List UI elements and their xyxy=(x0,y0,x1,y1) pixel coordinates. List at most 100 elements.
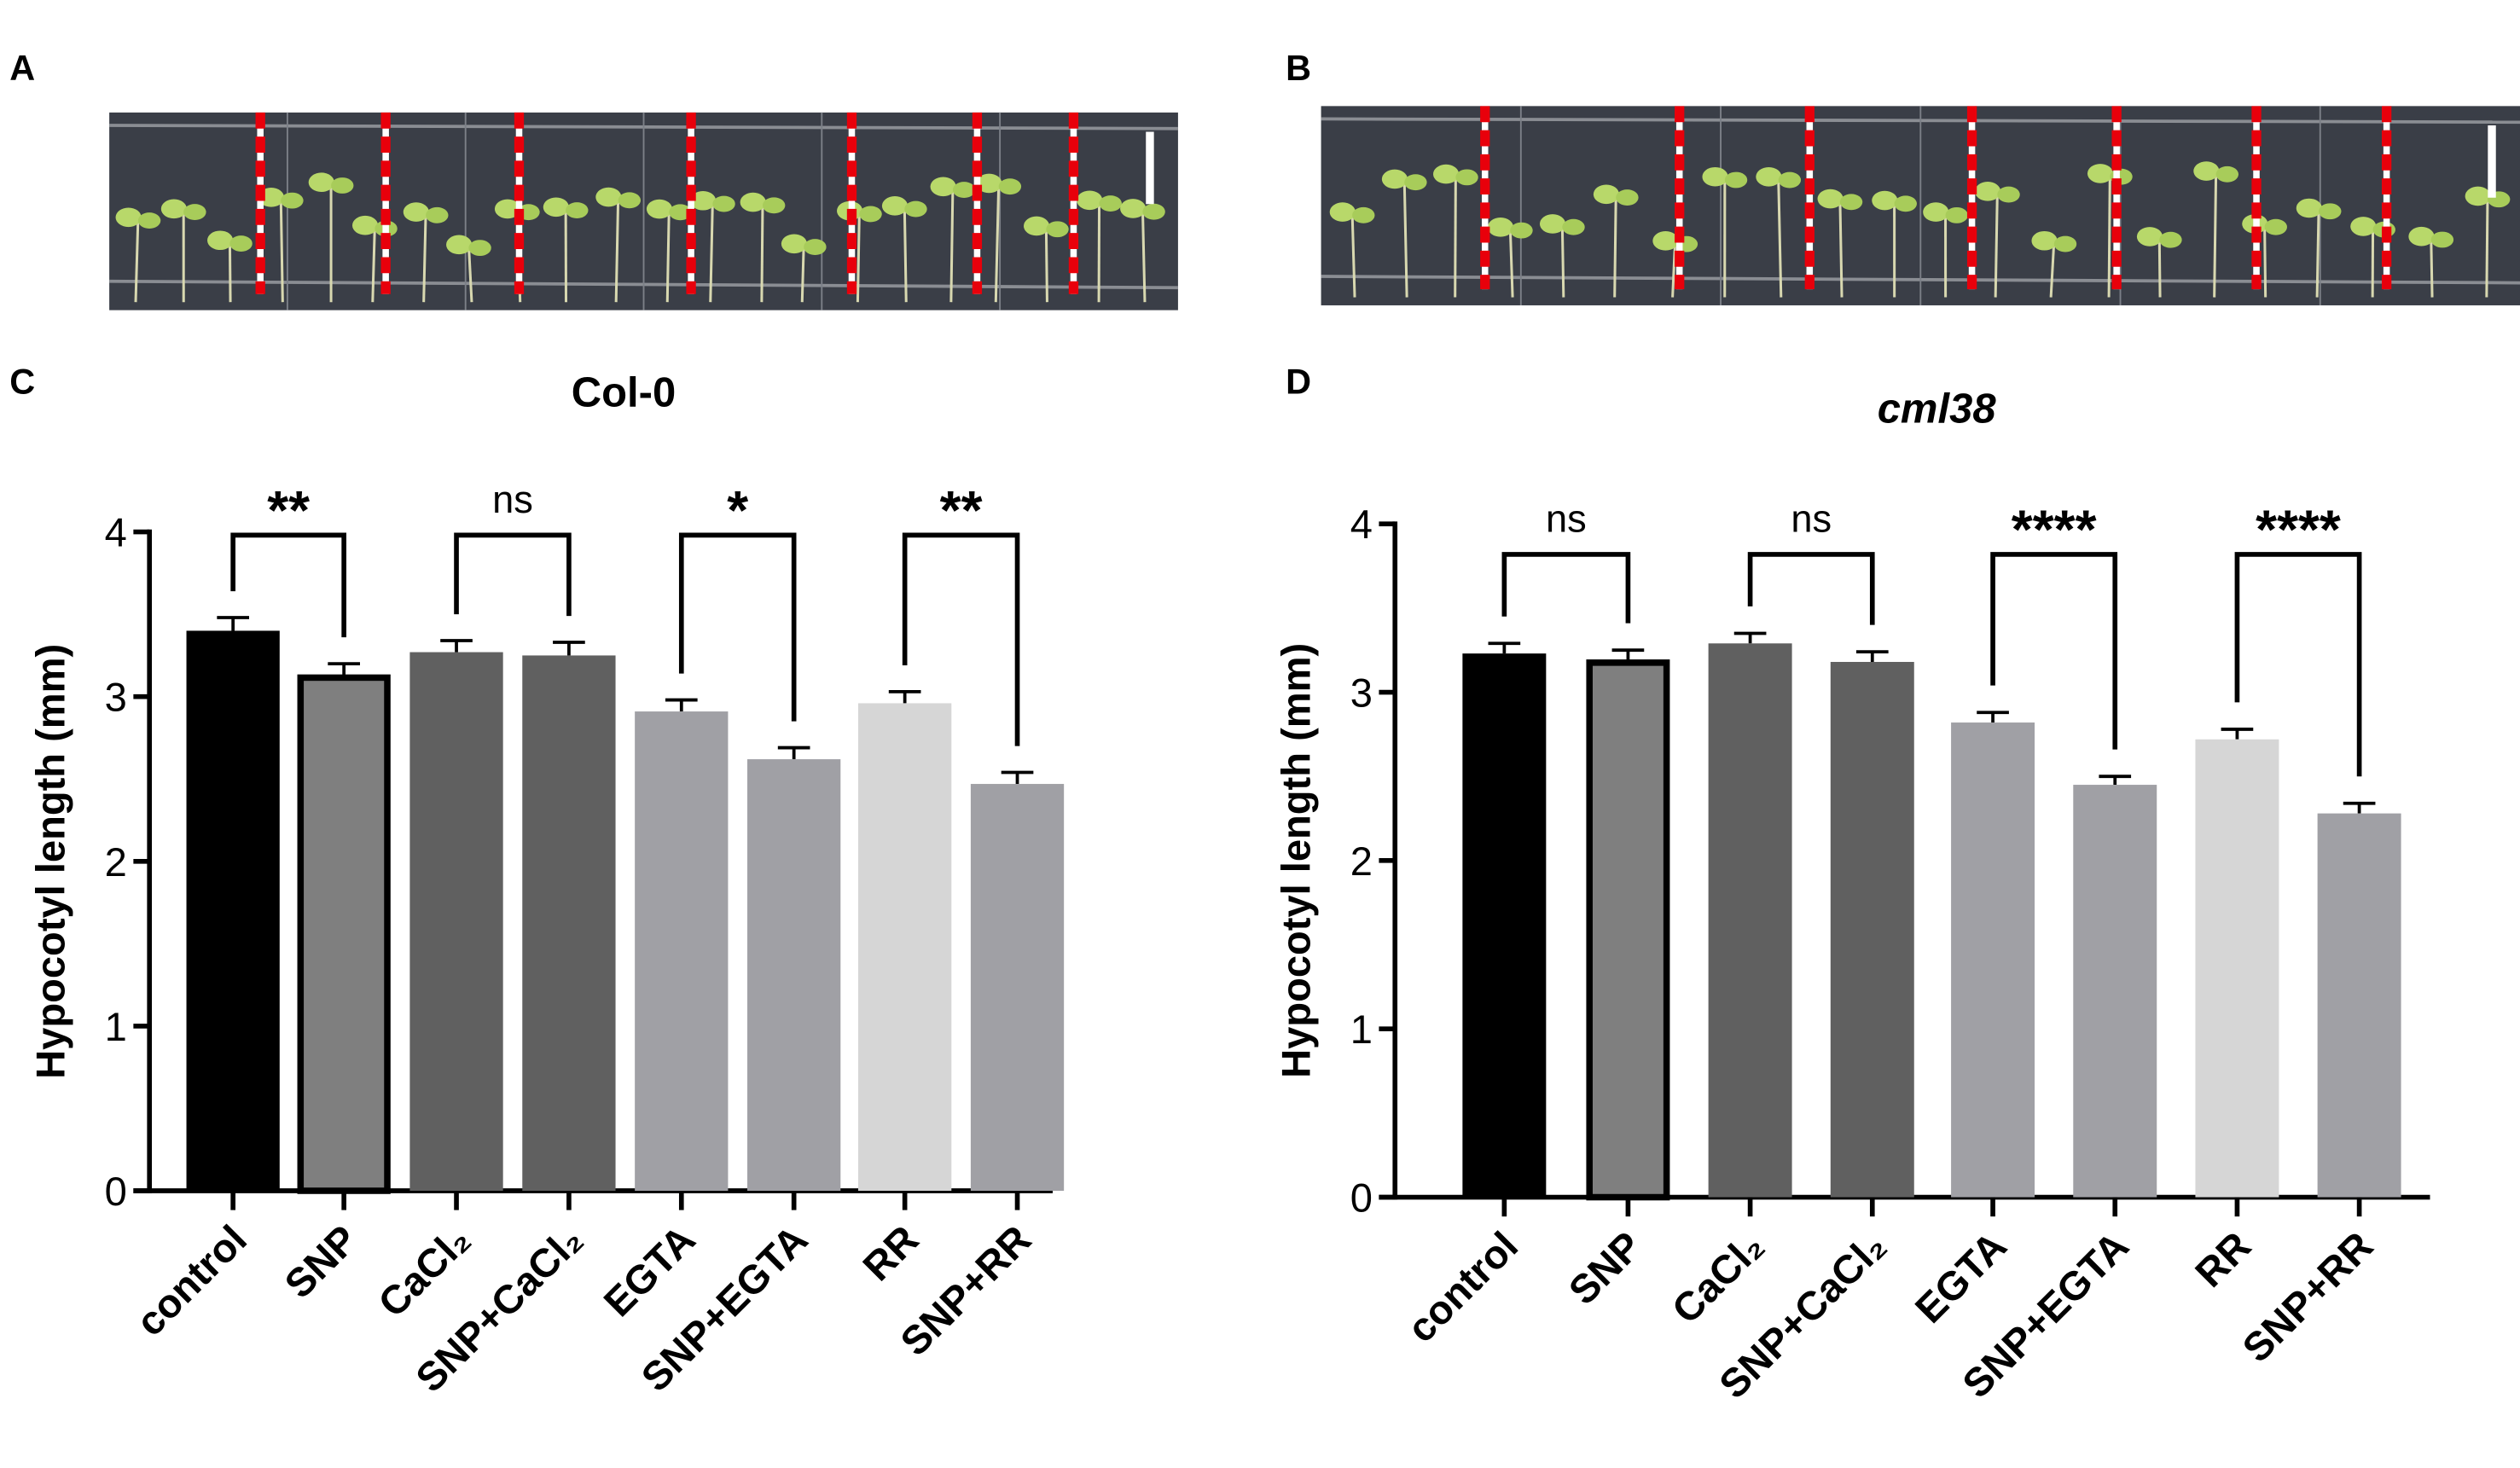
chart-title: cml38 xyxy=(1878,386,1997,432)
bar xyxy=(1708,643,1792,1198)
seedling-photo-col0 xyxy=(109,112,1178,310)
y-tick-label: 1 xyxy=(1350,1007,1373,1052)
cotyledon xyxy=(468,240,491,257)
bar xyxy=(522,655,616,1192)
hypocotyl xyxy=(422,212,427,303)
bar xyxy=(1586,659,1670,1201)
cotyledon xyxy=(2350,217,2377,236)
x-tick-label: SNP xyxy=(1559,1222,1650,1313)
bar xyxy=(970,784,1065,1192)
cotyledon xyxy=(494,199,521,219)
bar xyxy=(858,703,952,1192)
cotyledon xyxy=(804,239,827,255)
hypocotyl xyxy=(2430,236,2434,298)
panel-label-d: D xyxy=(1286,362,1311,402)
cotyledon xyxy=(160,199,187,219)
cotyledon xyxy=(1381,169,1408,189)
cotyledon xyxy=(115,207,142,228)
hypocotyl xyxy=(2213,171,2218,298)
cotyledon xyxy=(2053,235,2077,252)
significance-bracket xyxy=(2234,552,2362,777)
cotyledon xyxy=(183,204,206,221)
significance-bracket xyxy=(1747,552,1875,625)
cotyledon xyxy=(1487,218,1514,237)
cotyledon xyxy=(976,173,1002,194)
bar xyxy=(747,759,841,1192)
cotyledon xyxy=(1974,182,2001,201)
y-tick-label: 2 xyxy=(1350,838,1373,884)
x-tick-label: RR xyxy=(2186,1222,2260,1296)
hypocotyl xyxy=(665,209,671,303)
cotyledon xyxy=(763,197,786,214)
hypocotyl xyxy=(467,244,473,303)
hypocotyl xyxy=(2049,241,2056,298)
significance-bracket xyxy=(454,532,572,617)
cotyledon xyxy=(2319,203,2342,220)
x-tick-label: control xyxy=(127,1216,255,1344)
cotyledon xyxy=(331,177,354,194)
cotyledon xyxy=(2465,186,2491,206)
hypocotyl xyxy=(2315,207,2320,298)
cotyledon xyxy=(281,192,304,209)
hypocotyl xyxy=(1613,194,1617,298)
hypocotyl xyxy=(2485,195,2489,298)
cotyledon xyxy=(859,206,882,223)
bar xyxy=(2073,785,2157,1198)
panel-label-b: B xyxy=(1286,48,1311,88)
x-tick-label: CaCl₂ xyxy=(369,1216,479,1326)
cotyledon xyxy=(403,202,429,222)
significance-bracket xyxy=(1990,552,2118,750)
hypocotyl xyxy=(2157,236,2162,298)
hypocotyl xyxy=(228,240,232,303)
hypocotyl xyxy=(1141,208,1147,303)
bar-chart-col0: Col-0 Hypocotyl length (mm) 0 1 2 3 4 control SN… xyxy=(27,370,1065,1401)
y-axis-label: Hypocotyl length (mm) xyxy=(27,644,73,1079)
hypocotyl xyxy=(1838,199,1844,298)
bar xyxy=(2195,739,2279,1198)
hypocotyl xyxy=(856,211,861,303)
x-tick-label: SNP xyxy=(276,1216,366,1307)
cotyledon xyxy=(618,192,642,209)
cotyledon xyxy=(229,235,253,252)
significance-bracket xyxy=(230,532,346,638)
hypocotyl xyxy=(949,186,955,303)
cotyledon xyxy=(881,196,909,216)
cotyledon xyxy=(1778,171,1802,189)
cotyledon xyxy=(308,172,334,193)
bar xyxy=(1951,722,2035,1198)
bar xyxy=(2317,813,2401,1198)
cotyledon xyxy=(566,202,589,218)
cotyledon xyxy=(1756,166,1782,187)
bar xyxy=(297,674,391,1194)
cotyledon xyxy=(712,195,735,212)
cotyledon xyxy=(2193,161,2220,181)
bar-chart-cml38: cml38 Hypocotyl length (mm) 0 1 2 3 4 control SN… xyxy=(1273,386,2430,1407)
cotyledon xyxy=(1562,218,1585,235)
cotyledon xyxy=(690,190,717,211)
panel-label-c: C xyxy=(9,362,35,402)
hypocotyl xyxy=(709,200,714,303)
bar xyxy=(1830,661,1914,1198)
hypocotyl xyxy=(371,225,376,303)
cotyledon xyxy=(1817,189,1844,209)
cotyledon xyxy=(2136,227,2163,247)
hypocotyl xyxy=(134,217,140,303)
y-tick-label: 3 xyxy=(1350,670,1373,715)
cotyledon xyxy=(669,204,692,221)
cotyledon xyxy=(207,230,234,251)
x-tick-label: CaCl₂ xyxy=(1663,1222,1772,1332)
cotyledon xyxy=(1724,171,1748,189)
cotyledon xyxy=(1539,214,1566,234)
y-tick-label: 3 xyxy=(105,675,127,720)
cotyledon xyxy=(1593,184,1619,205)
cotyledon xyxy=(1433,164,1460,184)
hypocotyl xyxy=(1671,241,1677,298)
significance-bracket xyxy=(1501,552,1631,624)
significance-label: * xyxy=(727,479,748,541)
cotyledon xyxy=(426,206,449,223)
panel-label-a: A xyxy=(9,48,35,88)
significance-label: ns xyxy=(1791,497,1832,541)
y-axis-label: Hypocotyl length (mm) xyxy=(1273,643,1318,1078)
hypocotyl xyxy=(1350,212,1356,298)
